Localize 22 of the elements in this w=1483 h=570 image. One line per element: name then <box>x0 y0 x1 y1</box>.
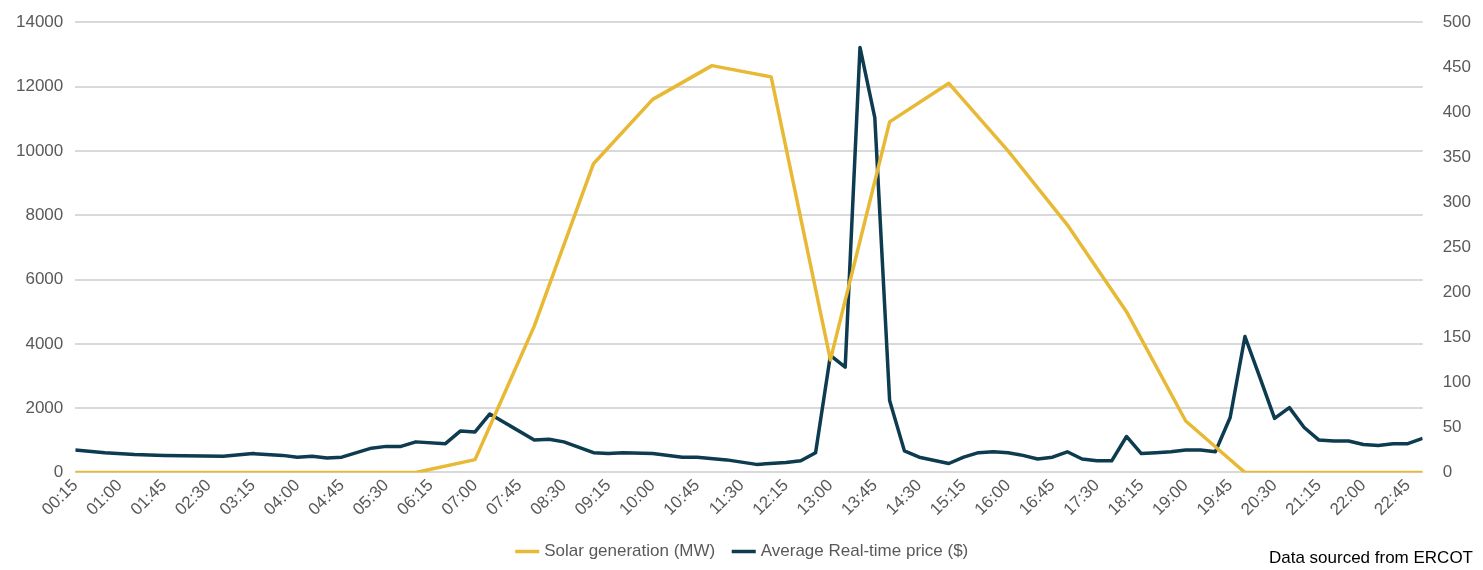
y2-tick-label: 0 <box>1442 462 1453 482</box>
y2-tick-label: 150 <box>1442 327 1472 347</box>
y2-tick-label: 100 <box>1442 372 1472 392</box>
y-tick-label: 10000 <box>15 140 64 160</box>
legend-label: Average Real-time price ($) <box>760 541 969 561</box>
y2-tick-label: 450 <box>1442 56 1472 76</box>
y-tick-label: 0 <box>53 462 64 482</box>
y2-tick-label: 50 <box>1442 417 1462 437</box>
text: Data sourced from ERCOT <box>1268 548 1473 568</box>
legend-label: Solar generation (MW) <box>544 541 716 561</box>
y2-tick-label: 200 <box>1442 282 1472 302</box>
y-tick-label: 2000 <box>25 397 64 417</box>
y-tick-label: 14000 <box>15 11 64 31</box>
y2-tick-label: 300 <box>1442 192 1472 211</box>
y2-tick-label: 250 <box>1442 237 1472 257</box>
y-tick-label: 4000 <box>25 333 64 353</box>
y-tick-label: 8000 <box>25 204 64 224</box>
y2-tick-label: 350 <box>1442 146 1472 166</box>
y2-tick-label: 500 <box>1442 11 1472 31</box>
y2-tick-label: 400 <box>1442 101 1472 121</box>
y-tick-label: 12000 <box>15 76 64 96</box>
y-tick-label: 6000 <box>25 269 64 289</box>
